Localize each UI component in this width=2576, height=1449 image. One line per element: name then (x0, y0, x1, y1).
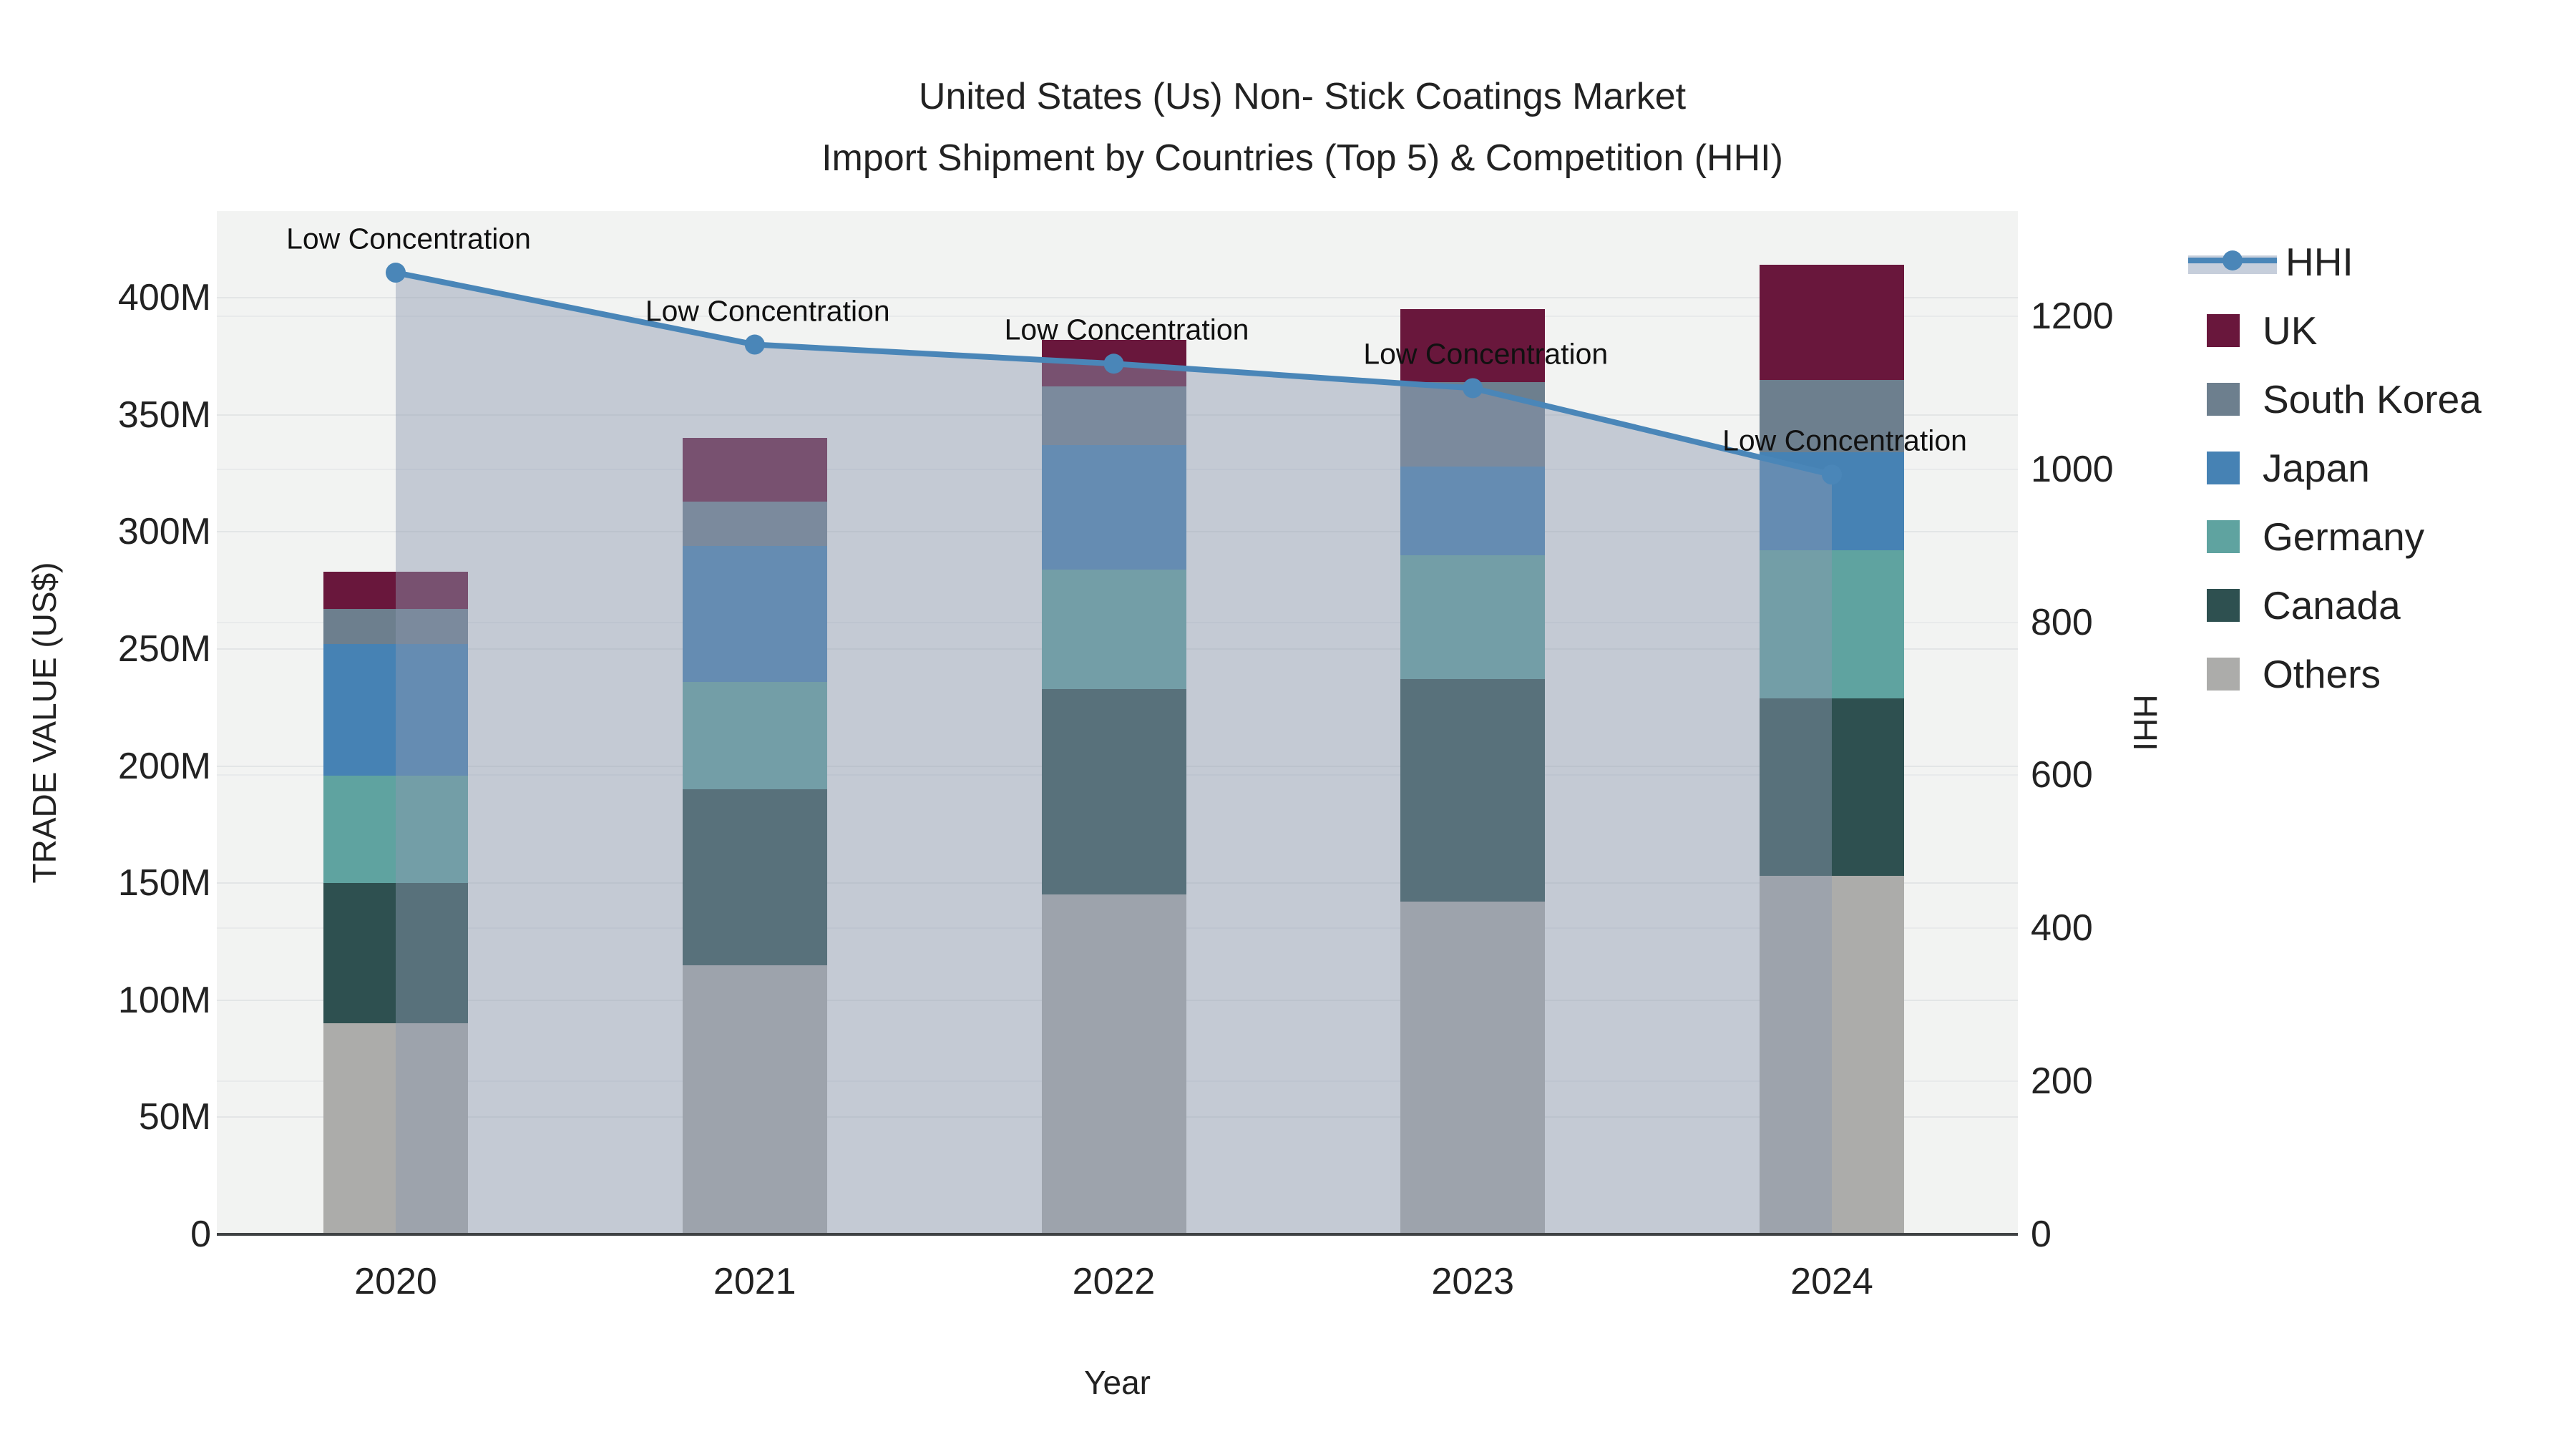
annotation-2023: Low Concentration (1363, 337, 1609, 371)
bar-segment-2023-uk (1400, 309, 1546, 382)
legend-item-canada[interactable]: Canada (2188, 571, 2482, 640)
y-left-tick-200M: 200M (117, 745, 211, 787)
legend-item-japan[interactable]: Japan (2188, 434, 2482, 502)
bar-segment-2024-south-korea (1760, 379, 1904, 452)
legend-swatch-icon (2207, 520, 2240, 553)
bar-segment-2024-canada (1760, 698, 1904, 877)
legend-item-others[interactable]: Others (2188, 640, 2482, 708)
legend-item-uk[interactable]: UK (2188, 296, 2482, 365)
legend-label: Japan (2263, 446, 2370, 490)
bar-segment-2021-uk (682, 438, 827, 502)
annotation-2024: Low Concentration (1722, 424, 1967, 457)
annotation-2022: Low Concentration (1004, 313, 1249, 346)
bar-segment-2020-uk (323, 571, 468, 610)
y-left-tick-300M: 300M (117, 511, 211, 553)
bar-segment-2023-japan (1400, 466, 1546, 555)
bar-segment-2022-canada (1041, 688, 1186, 895)
y-right-tick-1200: 1200 (2031, 295, 2114, 337)
x-tick-2022: 2022 (1072, 1261, 1156, 1302)
x-axis-line (217, 1233, 2018, 1236)
chart-title-line2: Import Shipment by Countries (Top 5) & C… (821, 137, 1783, 179)
bar-segment-2022-japan (1041, 445, 1186, 570)
legend-item-south-korea[interactable]: South Korea (2188, 365, 2482, 434)
legend-swatch-icon (2207, 658, 2240, 691)
x-tick-2020: 2020 (354, 1261, 437, 1302)
y-right-tick-600: 600 (2031, 754, 2093, 796)
bar-segment-2021-canada (682, 789, 827, 965)
y-left-tick-100M: 100M (117, 979, 211, 1021)
bar-segment-2024-others (1760, 876, 1904, 1234)
annotation-2021: Low Concentration (645, 294, 890, 328)
x-tick-2024: 2024 (1790, 1261, 1873, 1302)
bar-segment-2024-uk (1760, 265, 1904, 380)
hhi-area-fill (396, 273, 1832, 1234)
bar-segment-2023-others (1400, 902, 1546, 1234)
legend-swatch-icon (2207, 452, 2240, 484)
chart-title: United States (Us) Non- Stick Coatings M… (0, 66, 2576, 189)
y-left-tick-150M: 150M (117, 862, 211, 904)
hhi-marker-2021 (744, 334, 765, 355)
hhi-marker-2020 (386, 263, 406, 283)
bar-segment-2020-japan (323, 644, 468, 776)
bar-segment-2023-germany (1400, 555, 1546, 680)
bar-segment-2021-japan (682, 545, 827, 682)
bar-segment-2024-germany (1760, 550, 1904, 698)
y-left-tick-50M: 50M (138, 1096, 211, 1138)
legend-item-hhi[interactable]: HHI (2188, 228, 2482, 296)
gridline-hhi-1200 (217, 315, 2018, 317)
hhi-marker-2022 (1103, 353, 1124, 374)
x-tick-2021: 2021 (713, 1261, 796, 1302)
x-axis-title: Year (1084, 1364, 1151, 1401)
y-left-tick-0: 0 (190, 1214, 211, 1255)
legend-swatch-icon (2207, 314, 2240, 347)
bar-segment-2022-germany (1041, 569, 1186, 689)
bar-segment-2022-others (1041, 894, 1186, 1234)
y-right-tick-200: 200 (2031, 1060, 2093, 1103)
legend-swatch-icon (2207, 589, 2240, 622)
y-right-tick-1000: 1000 (2031, 448, 2114, 490)
bar-segment-2021-germany (682, 681, 827, 790)
legend-item-germany[interactable]: Germany (2188, 502, 2482, 571)
hhi-marker-2023 (1463, 378, 1483, 399)
annotation-2020: Low Concentration (286, 222, 531, 255)
y-right-tick-800: 800 (2031, 601, 2093, 643)
legend-label: Germany (2263, 514, 2425, 559)
bar-segment-2020-south-korea (323, 609, 468, 645)
y-axis-right-title: HHI (2127, 694, 2164, 751)
bar-segment-2020-canada (323, 883, 468, 1024)
legend: HHI UK South Korea Japan Germany Canada Others (2188, 228, 2482, 708)
y-left-tick-350M: 350M (117, 394, 211, 436)
legend-label: UK (2263, 308, 2318, 353)
gridline-trade-400 (217, 297, 2018, 298)
legend-label: HHI (2285, 240, 2353, 284)
y-right-tick-0: 0 (2031, 1214, 2051, 1255)
bar-segment-2022-south-korea (1041, 386, 1186, 446)
y-left-tick-400M: 400M (117, 277, 211, 318)
bar-segment-2021-others (682, 965, 827, 1234)
legend-label: South Korea (2263, 377, 2482, 421)
legend-label: Others (2263, 652, 2381, 696)
legend-swatch-icon (2207, 383, 2240, 416)
y-right-tick-400: 400 (2031, 907, 2093, 950)
hhi-marker-2024 (1822, 464, 1842, 485)
x-tick-2023: 2023 (1431, 1261, 1515, 1302)
chart-title-line1: United States (Us) Non- Stick Coatings M… (918, 76, 1687, 117)
bar-segment-2020-germany (323, 775, 468, 884)
bar-segment-2020-others (323, 1023, 468, 1234)
legend-label: Canada (2263, 583, 2401, 628)
y-left-tick-250M: 250M (117, 628, 211, 670)
y-axis-left-title: TRADE VALUE (US$) (26, 562, 63, 884)
hhi-line-legend-icon (2188, 245, 2277, 278)
bar-segment-2021-south-korea (682, 501, 827, 546)
bar-segment-2023-canada (1400, 679, 1546, 902)
